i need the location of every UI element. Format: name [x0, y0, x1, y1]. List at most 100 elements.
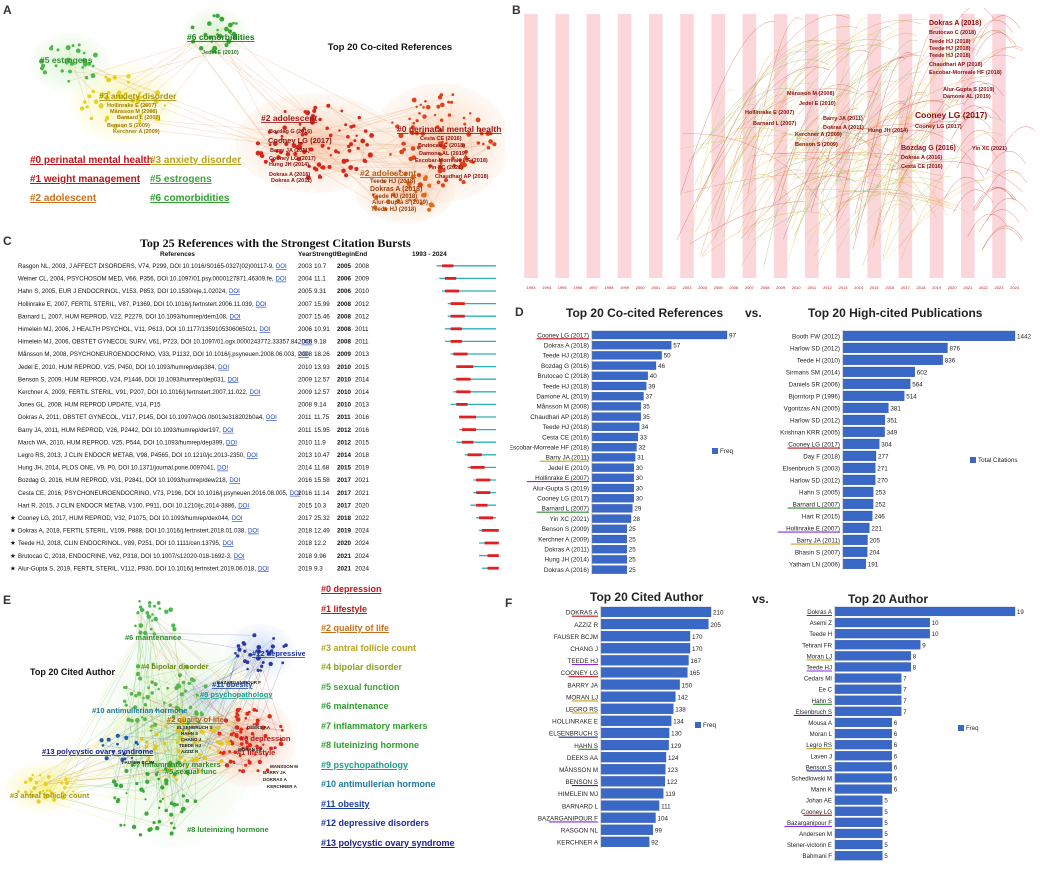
author-node — [241, 746, 245, 750]
network-node — [403, 171, 408, 177]
doi-link[interactable]: DOI — [229, 288, 240, 295]
doi-link[interactable]: DOI — [256, 301, 267, 308]
svg-text:Kerchner A (2009): Kerchner A (2009) — [795, 132, 842, 138]
burst-star: ★ — [10, 539, 16, 547]
svg-text:HAHN S: HAHN S — [181, 731, 198, 736]
bar-label: Barnard L (2007) — [793, 502, 840, 509]
year-tick: 2006 — [729, 285, 739, 290]
author-link — [156, 644, 287, 735]
author-node — [149, 627, 153, 631]
doi-link[interactable]: DOI — [247, 452, 258, 459]
citation-curve — [1002, 126, 1035, 150]
network-link — [314, 148, 414, 169]
year-stripe — [711, 14, 725, 278]
author-link — [62, 693, 140, 798]
author-node — [187, 721, 191, 725]
doi-link[interactable]: DOI — [276, 263, 287, 270]
doi-link[interactable]: DOI — [226, 439, 237, 446]
bar-label: HOLLINRAKE E — [552, 719, 598, 726]
network-node — [363, 129, 368, 133]
bar-value: 39 — [648, 383, 656, 390]
svg-text:AZZIZ R: AZZIZ R — [181, 749, 199, 754]
doi-link[interactable]: DOI — [223, 427, 234, 434]
bar-value: 28 — [633, 516, 641, 523]
author-node — [228, 759, 233, 764]
citation-curve — [891, 115, 1006, 162]
panel-c-table: References Year Strength Begin End 1993 … — [10, 251, 499, 572]
year-tick: 2022 — [979, 285, 989, 290]
bar-value: 50 — [664, 353, 672, 360]
doi-link[interactable]: DOI — [250, 389, 261, 396]
svg-text:Dokras A (2016): Dokras A (2016) — [901, 155, 942, 161]
doi-link[interactable]: DOI — [238, 502, 249, 509]
ref-year: 2018 — [298, 528, 313, 535]
network-link — [257, 127, 285, 154]
author-node — [250, 732, 255, 736]
author-node — [278, 741, 284, 746]
doi-link[interactable]: DOI — [230, 313, 241, 320]
doi-link[interactable]: DOI — [234, 553, 245, 560]
author-node — [111, 750, 115, 753]
panel-label-d: D — [515, 305, 524, 319]
network-node — [374, 195, 379, 200]
author-node — [63, 786, 67, 790]
author-node — [256, 769, 260, 773]
bar-value: 134 — [673, 719, 684, 726]
network-link — [343, 170, 443, 186]
author-node — [216, 725, 221, 730]
doi-link[interactable]: DOI — [266, 414, 277, 421]
network-node — [312, 166, 317, 171]
bar-value: 111 — [661, 803, 671, 810]
ref-end: 2014 — [355, 376, 370, 383]
doi-link[interactable]: DOI — [232, 515, 243, 522]
svg-text:Hollinrake E (2007): Hollinrake E (2007) — [745, 110, 794, 116]
bar-value: 142 — [677, 694, 688, 701]
doi-link[interactable]: DOI — [223, 540, 234, 547]
doi-link[interactable]: DOI — [290, 490, 301, 497]
reference-text: Himelein MJ, 2006, J HEALTH PSYCHOL, V11… — [18, 326, 271, 333]
bar — [600, 643, 691, 654]
network-link — [354, 140, 410, 184]
node-labels-c0: Cesta CE (2016) Brutocao C (2018) Damone… — [415, 136, 489, 180]
network-node — [255, 141, 260, 146]
network-node — [447, 100, 451, 104]
author-node — [143, 717, 147, 722]
author-link — [147, 752, 221, 775]
bar-value: 351 — [887, 418, 898, 425]
year-tick: 2002 — [667, 285, 677, 290]
bar-label: Moran L — [810, 731, 833, 738]
doi-link[interactable]: DOI — [302, 339, 313, 346]
network-node — [91, 89, 96, 94]
author-link — [165, 650, 268, 811]
doi-link[interactable]: DOI — [258, 565, 269, 572]
author-node — [155, 708, 158, 712]
citation-curve — [772, 49, 870, 205]
svg-text:#6 maintenance: #6 maintenance — [125, 633, 181, 642]
doi-link[interactable]: DOI — [298, 351, 309, 358]
bar-value: 170 — [692, 646, 703, 653]
doi-link[interactable]: DOI — [218, 364, 229, 371]
doi-link[interactable]: DOI — [228, 376, 239, 383]
author-node — [161, 797, 164, 800]
author-link — [186, 666, 203, 715]
author-link — [25, 646, 285, 783]
doi-link[interactable]: DOI — [276, 276, 287, 283]
network-node — [458, 178, 462, 182]
doi-link[interactable]: DOI — [260, 326, 271, 333]
network-node — [87, 61, 92, 66]
doi-link[interactable]: DOI — [229, 477, 240, 484]
svg-text:Alur-Gupta S (2019): Alur-Gupta S (2019) — [943, 87, 995, 93]
bar-value: 35 — [643, 414, 651, 421]
network-link — [343, 114, 436, 172]
author-node — [228, 750, 232, 753]
citation-curve — [881, 54, 1016, 227]
bar-label: DEEKS AA — [567, 755, 599, 762]
author-link — [171, 642, 244, 834]
network-link — [299, 143, 464, 146]
reference-text: Benson S, 2009, HUM REPROD, V24, P1446, … — [18, 376, 239, 383]
author-link — [256, 663, 271, 711]
bar-label: Daniels SR (2006) — [789, 382, 840, 389]
author-node — [193, 799, 198, 803]
doi-link[interactable]: DOI — [248, 528, 259, 535]
doi-link[interactable]: DOI — [217, 465, 228, 472]
